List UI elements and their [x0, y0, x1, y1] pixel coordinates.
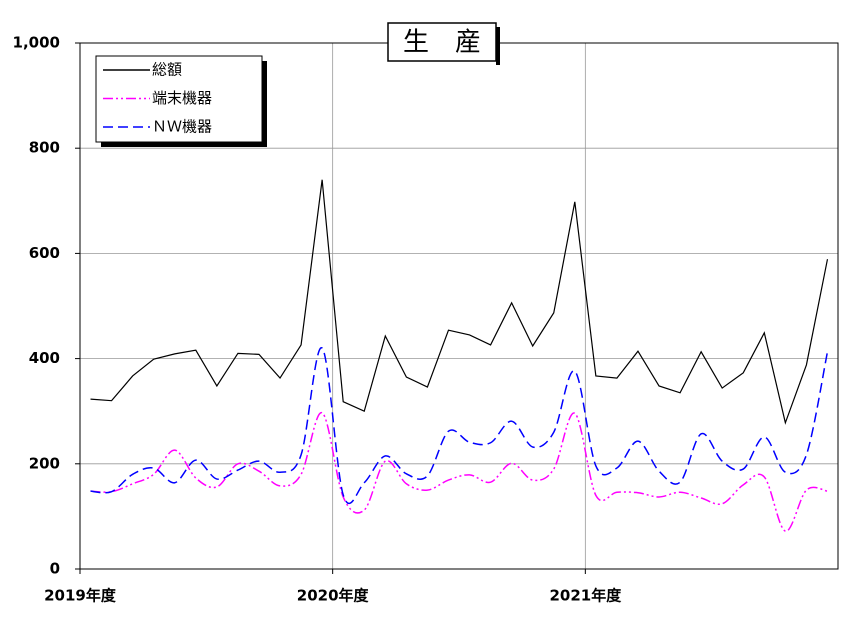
y-tick-label: 400 — [29, 349, 60, 367]
legend-label: 端末機器 — [152, 89, 212, 107]
y-tick-label: 1,000 — [13, 34, 60, 52]
x-tick-label: 2019年度 — [44, 587, 117, 605]
y-tick-label: 800 — [29, 139, 60, 157]
x-tick-label: 2021年度 — [549, 587, 622, 605]
series-line — [90, 179, 829, 425]
y-tick-label: 0 — [50, 560, 60, 578]
legend-label: ＮＷ機器 — [152, 118, 212, 136]
series-line — [90, 347, 829, 505]
title-shadow — [496, 27, 500, 65]
legend-label: 総額 — [152, 61, 182, 79]
y-tick-label: 200 — [29, 454, 60, 472]
y-tick-label: 600 — [29, 244, 60, 262]
chart-title: 生 産 — [403, 28, 481, 58]
x-tick-label: 2020年度 — [297, 587, 370, 605]
